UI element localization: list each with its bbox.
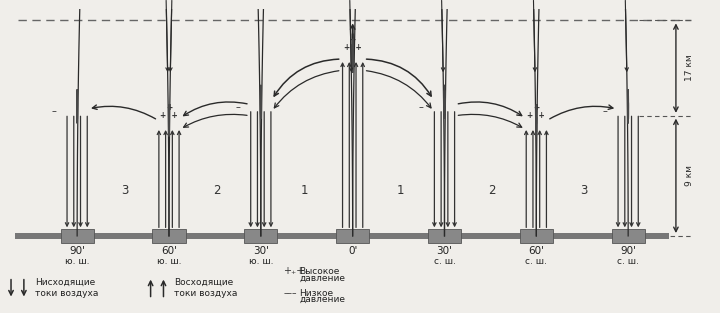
Text: ю. ш.: ю. ш. bbox=[157, 258, 181, 266]
Text: +
+  +: + + + bbox=[343, 35, 361, 52]
Text: –: – bbox=[235, 102, 240, 112]
Text: 3: 3 bbox=[580, 184, 588, 197]
Text: +
+  +: + + + bbox=[528, 103, 545, 120]
Text: давление: давление bbox=[300, 295, 346, 304]
Text: 2: 2 bbox=[213, 184, 220, 197]
Text: +₊+: +₊+ bbox=[283, 266, 305, 275]
Text: ю. ш.: ю. ш. bbox=[248, 258, 273, 266]
Text: 17 км: 17 км bbox=[685, 55, 694, 81]
Text: 0': 0' bbox=[348, 246, 357, 256]
Text: токи воздуха: токи воздуха bbox=[174, 289, 238, 298]
Text: Восходящие: Восходящие bbox=[174, 278, 234, 287]
Text: 1: 1 bbox=[397, 184, 404, 197]
Text: 30': 30' bbox=[253, 246, 269, 256]
Bar bbox=[520, 229, 553, 243]
Text: +
+  +: + + + bbox=[160, 103, 178, 120]
Text: Низкое: Низкое bbox=[300, 289, 333, 298]
Text: с. ш.: с. ш. bbox=[433, 258, 456, 266]
Bar bbox=[14, 233, 669, 239]
Bar bbox=[153, 229, 186, 243]
Text: Нисходящие: Нисходящие bbox=[35, 278, 95, 287]
Bar bbox=[611, 229, 644, 243]
Text: давление: давление bbox=[300, 273, 346, 282]
Text: 90': 90' bbox=[620, 246, 636, 256]
Text: –: – bbox=[51, 106, 56, 116]
Text: 2: 2 bbox=[488, 184, 496, 197]
Text: с. ш.: с. ш. bbox=[617, 258, 639, 266]
Bar bbox=[428, 229, 461, 243]
Text: с. ш.: с. ш. bbox=[526, 258, 547, 266]
Text: 9 км: 9 км bbox=[685, 165, 694, 186]
Text: Высокое: Высокое bbox=[300, 267, 340, 275]
Bar bbox=[244, 229, 277, 243]
Text: токи воздуха: токи воздуха bbox=[35, 289, 98, 298]
Text: 60': 60' bbox=[528, 246, 544, 256]
Bar bbox=[336, 229, 369, 243]
Text: 30': 30' bbox=[436, 246, 452, 256]
Bar bbox=[60, 229, 94, 243]
Text: 90': 90' bbox=[69, 246, 85, 256]
Text: 3: 3 bbox=[121, 184, 129, 197]
Text: 1: 1 bbox=[301, 184, 309, 197]
Text: 60': 60' bbox=[161, 246, 177, 256]
Text: ю. ш.: ю. ш. bbox=[65, 258, 89, 266]
Text: –––: ––– bbox=[284, 289, 297, 298]
Text: –: – bbox=[603, 106, 608, 116]
Text: –: – bbox=[419, 102, 423, 112]
